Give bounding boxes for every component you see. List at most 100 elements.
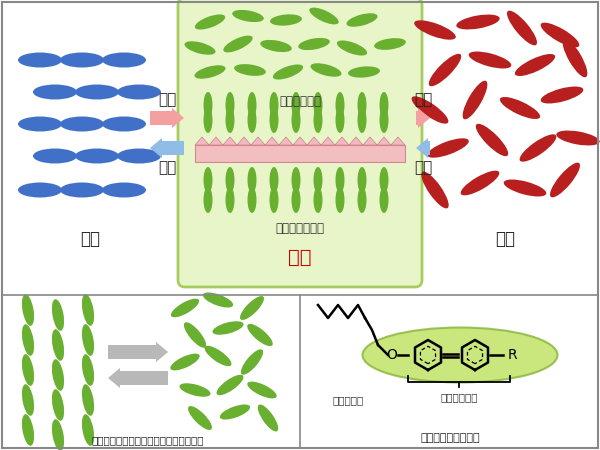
Ellipse shape [476,124,508,156]
Polygon shape [293,137,307,145]
Ellipse shape [335,92,344,118]
Ellipse shape [269,167,278,193]
Ellipse shape [563,39,587,77]
Ellipse shape [203,187,212,213]
Ellipse shape [335,167,344,193]
Ellipse shape [335,187,344,213]
Ellipse shape [75,85,119,99]
Ellipse shape [18,53,62,68]
Ellipse shape [269,107,278,133]
Bar [195,145,405,162]
Text: ネマチック液晶分子のスイッチングの例: ネマチック液晶分子のスイッチングの例 [92,435,204,445]
Ellipse shape [503,180,547,197]
Ellipse shape [515,54,555,76]
Ellipse shape [232,10,264,22]
Text: 加熱: 加熱 [158,93,176,108]
Ellipse shape [240,296,264,320]
Ellipse shape [310,63,341,77]
Ellipse shape [348,66,380,78]
Ellipse shape [52,329,64,361]
Text: ネマチック相: ネマチック相 [279,95,321,108]
Ellipse shape [358,167,367,193]
Ellipse shape [82,324,94,356]
Ellipse shape [82,384,94,416]
Ellipse shape [18,117,62,131]
Ellipse shape [52,389,64,421]
FancyArrow shape [416,108,430,128]
Ellipse shape [22,354,34,386]
Text: 冷却: 冷却 [414,161,432,176]
Ellipse shape [314,187,323,213]
Ellipse shape [292,167,301,193]
FancyArrow shape [150,108,184,128]
Ellipse shape [226,92,235,118]
Ellipse shape [310,8,338,24]
Polygon shape [307,137,321,145]
Text: R: R [508,348,518,362]
Ellipse shape [248,167,257,193]
Ellipse shape [421,171,449,208]
Ellipse shape [292,107,301,133]
Polygon shape [363,137,377,145]
Ellipse shape [203,92,212,118]
Ellipse shape [117,85,161,99]
Ellipse shape [380,167,389,193]
Ellipse shape [102,117,146,131]
Ellipse shape [33,85,77,99]
Polygon shape [237,137,251,145]
Ellipse shape [60,117,104,131]
Text: スメクチック相: スメクチック相 [275,222,325,235]
Polygon shape [377,137,391,145]
Ellipse shape [22,384,34,416]
Ellipse shape [217,375,244,395]
Ellipse shape [414,20,456,40]
Ellipse shape [82,354,94,386]
FancyArrow shape [150,138,184,158]
Ellipse shape [380,187,389,213]
Ellipse shape [500,97,540,119]
Ellipse shape [203,167,212,193]
Ellipse shape [247,382,277,398]
Text: 加熱: 加熱 [414,93,432,108]
Text: 液晶: 液晶 [288,248,312,267]
Ellipse shape [358,92,367,118]
Ellipse shape [314,107,323,133]
Ellipse shape [223,36,253,52]
Ellipse shape [226,187,235,213]
Ellipse shape [412,96,448,124]
Ellipse shape [461,171,499,195]
Ellipse shape [226,167,235,193]
Ellipse shape [195,14,225,30]
Ellipse shape [358,107,367,133]
Ellipse shape [60,53,104,68]
Ellipse shape [102,53,146,68]
Ellipse shape [75,148,119,163]
Ellipse shape [60,183,104,198]
Ellipse shape [463,81,487,119]
Polygon shape [265,137,279,145]
Ellipse shape [550,162,580,198]
Ellipse shape [248,107,257,133]
Ellipse shape [273,64,303,80]
FancyArrow shape [416,138,430,158]
Text: 冷却: 冷却 [158,161,176,176]
Ellipse shape [102,183,146,198]
Ellipse shape [292,187,301,213]
Ellipse shape [258,405,278,432]
Ellipse shape [241,349,263,375]
Ellipse shape [457,14,500,29]
Ellipse shape [22,324,34,356]
Ellipse shape [269,92,278,118]
Ellipse shape [260,40,292,52]
Ellipse shape [292,92,301,118]
Ellipse shape [52,419,64,450]
Ellipse shape [380,92,389,118]
Text: 柔軟性部位: 柔軟性部位 [332,395,364,405]
Ellipse shape [314,92,323,118]
Ellipse shape [427,138,469,158]
Ellipse shape [507,11,537,45]
Polygon shape [335,137,349,145]
Ellipse shape [362,328,557,382]
Polygon shape [349,137,363,145]
Ellipse shape [171,299,199,317]
